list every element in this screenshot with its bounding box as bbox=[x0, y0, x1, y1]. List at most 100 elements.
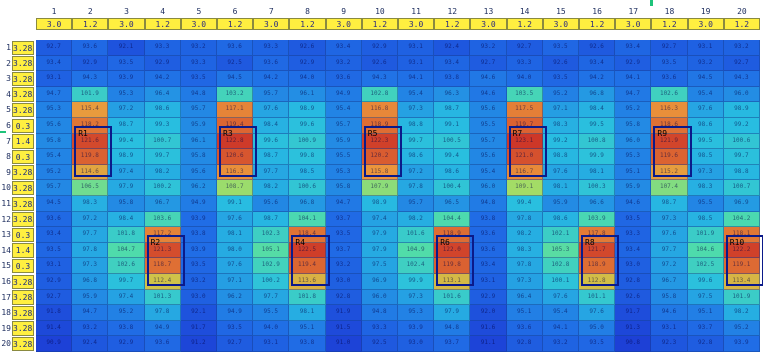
grid-cell: 97.8 bbox=[398, 180, 435, 196]
grid-cell: 97.2 bbox=[398, 164, 435, 181]
grid-cell: 93.6 bbox=[144, 336, 181, 352]
roi-box[interactable]: R7 bbox=[508, 126, 547, 177]
row-number: 9 bbox=[6, 167, 11, 177]
grid-cell: 105.1 bbox=[253, 242, 290, 259]
grid-cell: 97.8 bbox=[506, 258, 543, 274]
row-number: 11 bbox=[1, 199, 11, 208]
row-number: 14 bbox=[1, 245, 11, 255]
grid-cell: 118.6 bbox=[651, 118, 688, 134]
column-header: 8 bbox=[289, 6, 326, 18]
grid-cell: 106.5 bbox=[72, 180, 109, 196]
column-setting: 3.0 bbox=[398, 18, 435, 30]
grid-cell: 102.6 bbox=[108, 258, 145, 274]
grid-cell: 91.8 bbox=[36, 305, 73, 321]
grid-cell: 91.3 bbox=[615, 320, 652, 337]
roi-box[interactable]: R10 bbox=[725, 235, 763, 286]
grid-cell: 94.9 bbox=[325, 86, 362, 103]
grid-cell: 104.7 bbox=[108, 242, 145, 259]
column-setting: 3.0 bbox=[542, 18, 579, 30]
grid-cell: 102.9 bbox=[253, 258, 290, 274]
grid-cell: 101.9 bbox=[723, 289, 760, 306]
grid-cell: 97.7 bbox=[253, 289, 290, 306]
grid-cell: 92.6 bbox=[289, 40, 326, 56]
roi-box[interactable]: R8 bbox=[581, 235, 620, 286]
grid-cell: 94.6 bbox=[470, 71, 507, 87]
roi-box[interactable]: R6 bbox=[436, 235, 475, 286]
column-header: 14 bbox=[506, 6, 543, 18]
grid-cell: 97.6 bbox=[253, 102, 290, 118]
grid-cell: 93.6 bbox=[651, 71, 688, 87]
grid-cell: 92.9 bbox=[72, 55, 109, 72]
row-number: 2 bbox=[6, 58, 11, 68]
grid-cell: 93.7 bbox=[325, 242, 362, 259]
grid-cell: 93.9 bbox=[398, 320, 435, 337]
grid-cell: 96.0 bbox=[723, 86, 760, 103]
grid-cell: 122.3 bbox=[361, 133, 398, 150]
grid-cell: 95.3 bbox=[36, 102, 73, 118]
grid-cell: 94.2 bbox=[579, 71, 616, 87]
grid-cell: 93.5 bbox=[108, 55, 145, 72]
grid-cell: 119.8 bbox=[434, 258, 471, 274]
grid-cell: 94.3 bbox=[72, 71, 109, 87]
grid-cell: 98.1 bbox=[542, 180, 579, 196]
grid-cell: 98.6 bbox=[434, 164, 471, 181]
grid-cell: 97.2 bbox=[651, 258, 688, 274]
grid-cell: 99.5 bbox=[687, 133, 724, 150]
grid-cell: 95.4 bbox=[470, 164, 507, 181]
grid-cell: 96.5 bbox=[434, 196, 471, 212]
roi-box[interactable]: R5 bbox=[363, 126, 402, 177]
grid-cell: 104.4 bbox=[434, 211, 471, 228]
grid-cell: 121.6 bbox=[72, 133, 109, 150]
roi-label: R4 bbox=[295, 238, 306, 248]
roi-box[interactable]: R3 bbox=[219, 126, 258, 177]
row-number: 8 bbox=[6, 152, 11, 162]
grid-cell: 104.9 bbox=[398, 242, 435, 259]
grid-cell: 100.7 bbox=[723, 180, 760, 196]
grid-cell: 98.5 bbox=[687, 211, 724, 228]
grid-cell: 96.0 bbox=[470, 180, 507, 196]
grid-cell: 93.8 bbox=[108, 320, 145, 337]
grid-cell: 118.9 bbox=[434, 227, 471, 243]
grid-cell: 93.4 bbox=[615, 242, 652, 259]
roi-box[interactable]: R2 bbox=[146, 235, 185, 286]
grid-cell: 95.8 bbox=[36, 133, 73, 150]
grid-cell: 97.3 bbox=[72, 258, 109, 274]
roi-box[interactable]: R1 bbox=[74, 126, 113, 177]
grid-cell: 92.5 bbox=[361, 336, 398, 352]
grid-cell: 92.5 bbox=[217, 55, 254, 72]
grid-cell: 93.6 bbox=[72, 40, 109, 56]
column-header: 5 bbox=[180, 6, 217, 18]
grid-cell: 94.6 bbox=[615, 196, 652, 212]
grid-cell: 100.3 bbox=[579, 180, 616, 196]
grid-cell: 92.1 bbox=[108, 40, 145, 56]
grid-cell: 92.7 bbox=[470, 55, 507, 72]
grid-cell: 98.7 bbox=[108, 118, 145, 134]
grid-cell: 97.8 bbox=[72, 242, 109, 259]
grid-cell: 94.0 bbox=[506, 71, 543, 87]
grid-cell: 92.1 bbox=[180, 305, 217, 321]
grid-cell: 93.3 bbox=[144, 40, 181, 56]
roi-box[interactable]: R4 bbox=[291, 235, 330, 286]
grid-cell: 108.7 bbox=[217, 180, 254, 196]
grid-cell: 99.8 bbox=[289, 149, 326, 165]
grid-cell: 119.8 bbox=[72, 149, 109, 165]
grid-cell: 118.9 bbox=[579, 258, 616, 274]
grid-cell: 122.5 bbox=[289, 242, 326, 259]
grid-cell: 93.4 bbox=[325, 40, 362, 56]
row-setting: 0.3 bbox=[12, 227, 34, 243]
grid-cell: 96.0 bbox=[361, 289, 398, 306]
grid-cell: 93.4 bbox=[470, 258, 507, 274]
grid-cell: 96.0 bbox=[615, 133, 652, 150]
grid-cell: 91.9 bbox=[325, 305, 362, 321]
grid-cell: 93.6 bbox=[470, 227, 507, 243]
grid-cell: 98.4 bbox=[108, 211, 145, 228]
grid-cell: 98.9 bbox=[289, 102, 326, 118]
row-setting: 3.2857 bbox=[12, 165, 34, 180]
left-marker bbox=[0, 131, 6, 133]
roi-box[interactable]: R9 bbox=[653, 126, 692, 177]
column-setting: 3.0 bbox=[253, 18, 290, 30]
row-number: 19 bbox=[1, 323, 11, 333]
grid-cell: 101.1 bbox=[579, 289, 616, 306]
grid-cell: 94.5 bbox=[687, 71, 724, 87]
grid-cell: 98.7 bbox=[253, 211, 290, 228]
